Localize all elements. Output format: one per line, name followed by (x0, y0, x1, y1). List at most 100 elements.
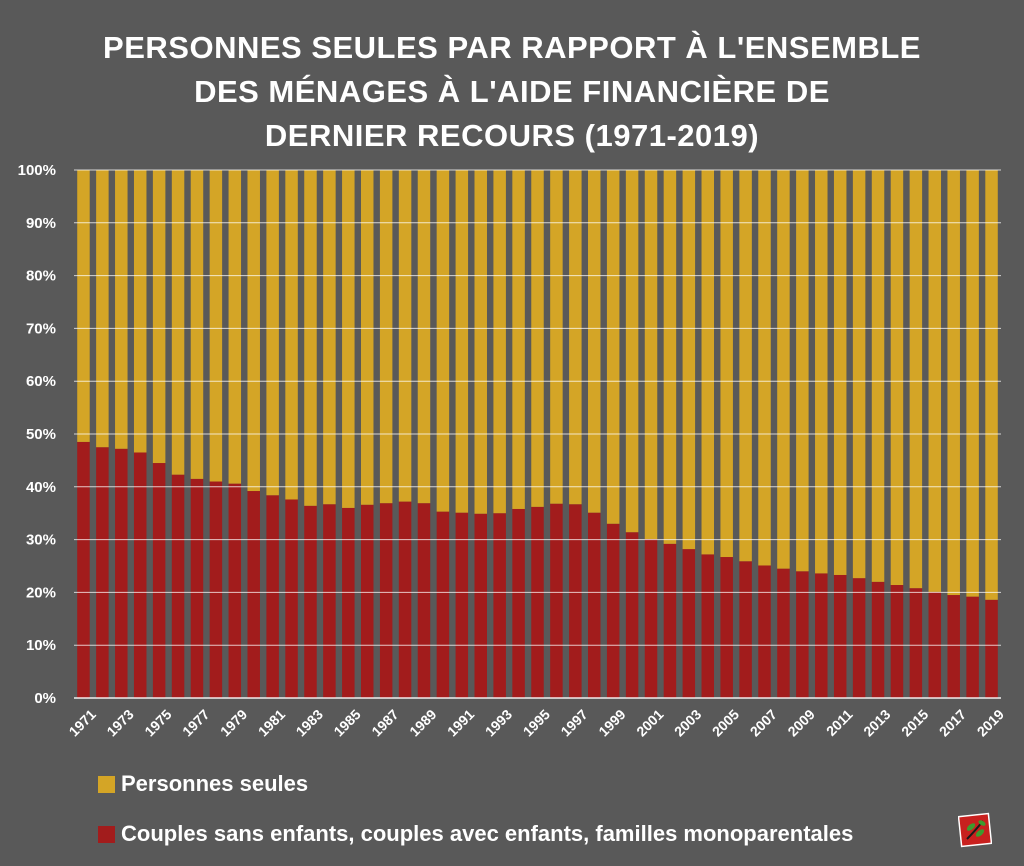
x-tick-label: 1995 (520, 706, 553, 739)
bar-personnes-seules-2017 (947, 170, 960, 596)
legend-swatch (98, 825, 115, 843)
bar-couples-1985 (342, 507, 355, 698)
x-tick-label: 1981 (255, 706, 288, 739)
bar-couples-1990 (436, 511, 450, 698)
x-tick-label: 1985 (330, 706, 363, 739)
x-tick-label: 1979 (217, 706, 250, 739)
bar-couples-1984 (323, 504, 336, 698)
bar-couples-1988 (398, 501, 412, 698)
chart-title: PERSONNES SEULES PAR RAPPORT À L'ENSEMBL… (0, 26, 1024, 158)
bar-personnes-seules-2014 (890, 170, 904, 586)
bar-personnes-seules-2003 (682, 170, 696, 550)
bar-couples-2006 (739, 561, 752, 698)
y-tick-label: 0% (34, 690, 56, 707)
bar-personnes-seules-2011 (833, 170, 847, 575)
x-tick-label: 1971 (66, 706, 99, 739)
bar-personnes-seules-2000 (625, 170, 639, 533)
y-tick-label: 10% (26, 637, 56, 654)
bar-couples-2009 (796, 571, 809, 698)
x-tick-label: 2013 (860, 706, 893, 739)
x-tick-label: 2017 (936, 706, 969, 739)
bar-personnes-seules-1981 (266, 170, 279, 496)
bar-couples-1973 (115, 448, 128, 698)
bar-personnes-seules-1997 (569, 170, 582, 505)
bar-personnes-seules-1986 (360, 170, 374, 505)
bar-personnes-seules-2019 (985, 170, 998, 600)
leaf-logo-icon (958, 812, 992, 848)
x-tick-label: 2011 (823, 706, 856, 739)
bar-couples-1996 (550, 503, 563, 698)
x-tick-label: 2005 (709, 706, 742, 739)
x-tick-label: 1989 (406, 706, 439, 739)
bar-personnes-seules-1985 (342, 170, 355, 508)
bar-couples-2005 (720, 557, 733, 698)
bar-couples-1991 (455, 512, 469, 698)
x-tick-label: 2015 (898, 706, 931, 739)
bar-personnes-seules-1977 (190, 170, 204, 479)
x-tick-label: 1991 (444, 706, 477, 739)
bar-personnes-seules-1974 (133, 170, 147, 453)
x-tick-label: 2007 (747, 706, 780, 739)
bar-couples-1989 (417, 503, 431, 698)
bar-couples-2013 (871, 581, 885, 698)
bar-personnes-seules-1979 (228, 170, 242, 484)
bar-personnes-seules-2001 (644, 170, 658, 540)
bar-couples-1997 (569, 504, 582, 698)
stacked-bar-chart: 0%10%20%30%40%50%60%70%80%90%100% 1971 19… (18, 162, 1008, 740)
bar-personnes-seules-1971 (77, 170, 90, 442)
bar-couples-2012 (852, 578, 866, 698)
bar-couples-1981 (266, 495, 279, 698)
bar-personnes-seules-2015 (909, 170, 923, 589)
bar-personnes-seules-2009 (796, 170, 809, 572)
bar-personnes-seules-1984 (323, 170, 336, 505)
bar-couples-2001 (644, 539, 658, 698)
bar-personnes-seules-1973 (115, 170, 128, 449)
bar-couples-1986 (360, 504, 374, 698)
bar-couples-1994 (512, 508, 525, 698)
y-tick-label: 100% (18, 162, 56, 179)
bar-couples-1979 (228, 483, 242, 698)
bar-personnes-seules-1992 (474, 170, 487, 514)
bar-couples-1972 (96, 447, 109, 698)
bar-personnes-seules-1972 (96, 170, 109, 448)
bar-couples-2004 (701, 554, 715, 698)
bar-couples-1995 (531, 506, 544, 698)
bar-couples-1999 (606, 523, 620, 698)
bar-couples-2007 (758, 565, 771, 698)
chart-title-line: DES MÉNAGES À L'AIDE FINANCIÈRE DE (194, 74, 830, 109)
bar-personnes-seules-1994 (512, 170, 525, 509)
bar-couples-2000 (625, 532, 639, 698)
bar-personnes-seules-2004 (701, 170, 715, 555)
bar-personnes-seules-1980 (247, 170, 260, 492)
legend-item-personnes-seules: Personnes seules (98, 766, 853, 802)
legend-swatch (98, 775, 115, 793)
bar-couples-2014 (890, 585, 904, 698)
chart-title-line: PERSONNES SEULES PAR RAPPORT À L'ENSEMBL… (103, 30, 921, 65)
bar-personnes-seules-1978 (209, 170, 223, 482)
x-tick-label: 1987 (368, 706, 401, 739)
bar-personnes-seules-1988 (398, 170, 412, 502)
y-tick-label: 70% (26, 320, 56, 337)
x-tick-label: 1993 (482, 706, 515, 739)
bar-couples-1978 (209, 481, 223, 698)
y-tick-label: 30% (26, 532, 56, 549)
bar-couples-1987 (379, 503, 393, 698)
bar-couples-2008 (777, 568, 790, 698)
bar-couples-1976 (171, 474, 185, 698)
chart-title-line: DERNIER RECOURS (1971-2019) (264, 118, 760, 153)
legend-label: Personnes seules (121, 771, 309, 796)
legend-label: Couples sans enfants, couples avec enfan… (121, 821, 854, 846)
bar-personnes-seules-1990 (436, 170, 450, 512)
bar-couples-1998 (588, 512, 601, 698)
bar-couples-2015 (909, 588, 923, 698)
bar-personnes-seules-1987 (379, 170, 393, 504)
y-tick-label: 80% (26, 268, 56, 285)
bar-personnes-seules-1999 (606, 170, 620, 524)
x-tick-label: 1975 (141, 706, 174, 739)
y-tick-label: 50% (26, 426, 56, 443)
gridlines-group (74, 169, 1001, 699)
bar-personnes-seules-1996 (550, 170, 563, 504)
bar-couples-2011 (833, 574, 847, 698)
bar-personnes-seules-1976 (171, 170, 185, 475)
bar-couples-2019 (985, 599, 998, 698)
